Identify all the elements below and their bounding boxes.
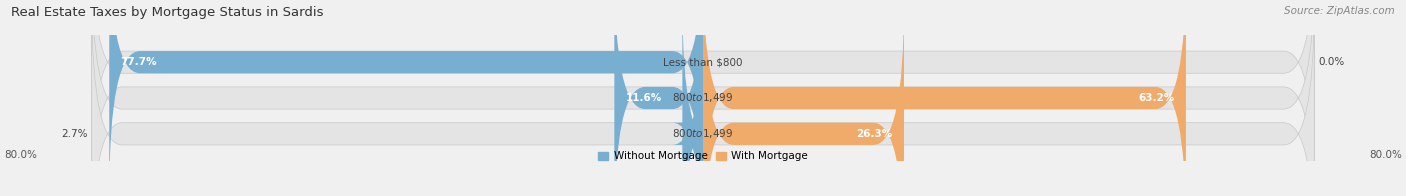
FancyBboxPatch shape [91, 0, 1315, 196]
Text: 80.0%: 80.0% [4, 150, 37, 160]
Text: $800 to $1,499: $800 to $1,499 [672, 127, 734, 140]
Text: $800 to $1,499: $800 to $1,499 [672, 92, 734, 104]
Text: 0.0%: 0.0% [1319, 57, 1344, 67]
Text: Source: ZipAtlas.com: Source: ZipAtlas.com [1284, 6, 1395, 16]
FancyBboxPatch shape [91, 0, 1315, 194]
Text: 2.7%: 2.7% [62, 129, 87, 139]
FancyBboxPatch shape [614, 0, 703, 196]
Legend: Without Mortgage, With Mortgage: Without Mortgage, With Mortgage [593, 147, 813, 166]
Text: 80.0%: 80.0% [1369, 150, 1402, 160]
FancyBboxPatch shape [91, 2, 1315, 196]
Text: 11.6%: 11.6% [626, 93, 662, 103]
Text: 26.3%: 26.3% [856, 129, 893, 139]
FancyBboxPatch shape [703, 0, 1185, 196]
FancyBboxPatch shape [703, 2, 904, 196]
Text: Real Estate Taxes by Mortgage Status in Sardis: Real Estate Taxes by Mortgage Status in … [11, 6, 323, 19]
Text: 77.7%: 77.7% [121, 57, 157, 67]
FancyBboxPatch shape [110, 0, 703, 194]
Text: Less than $800: Less than $800 [664, 57, 742, 67]
FancyBboxPatch shape [672, 2, 713, 196]
Text: 63.2%: 63.2% [1139, 93, 1174, 103]
